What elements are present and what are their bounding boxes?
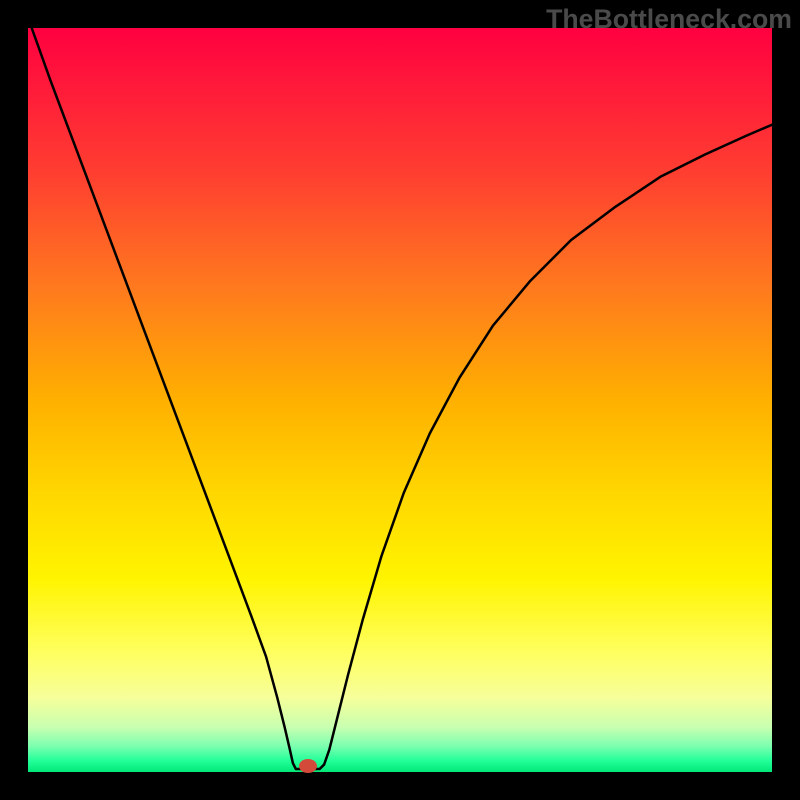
optimum-marker bbox=[299, 759, 317, 773]
chart-frame: TheBottleneck.com bbox=[0, 0, 800, 800]
watermark-text: TheBottleneck.com bbox=[546, 4, 792, 35]
plot-area bbox=[28, 28, 772, 772]
bottleneck-curve bbox=[28, 28, 772, 772]
